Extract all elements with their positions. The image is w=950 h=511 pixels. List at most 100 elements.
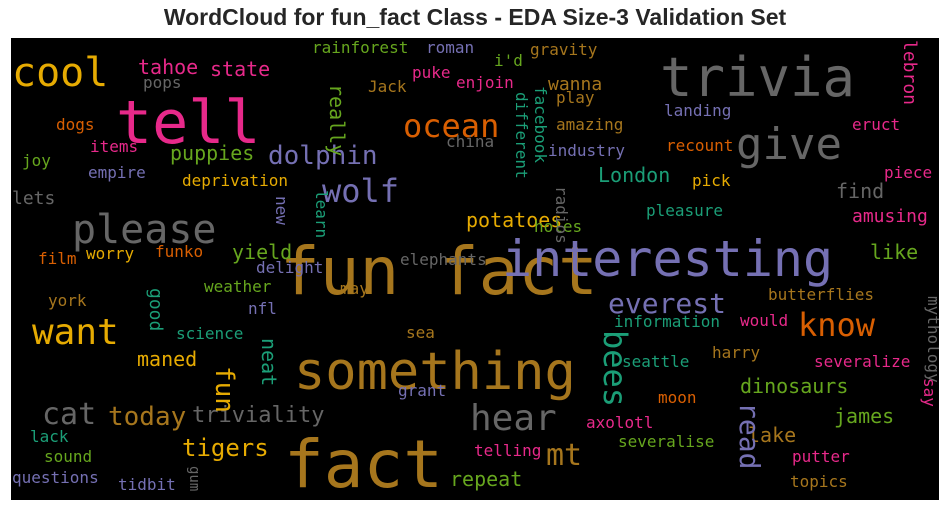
word-cool: cool: [12, 50, 108, 96]
word-lake: lake: [748, 423, 796, 447]
word-lebron: lebron: [899, 40, 920, 105]
word-dogs: dogs: [56, 115, 95, 134]
word-fun: fun: [209, 366, 239, 413]
word-wolf: wolf: [322, 172, 399, 210]
word-fact: fact: [284, 426, 443, 500]
word-potatoes: potatoes: [466, 208, 562, 232]
word-facebook: facebook: [531, 86, 550, 163]
word-pleasure: pleasure: [646, 201, 723, 220]
wordcloud-canvas: fun fact fact interesting trivia tell somethi…: [11, 38, 939, 500]
word-empire: empire: [88, 163, 146, 182]
word-deprivation: deprivation: [182, 171, 288, 190]
word-jack: Jack: [368, 77, 407, 96]
word-want: want: [32, 312, 119, 353]
word-new: new: [272, 196, 291, 225]
word-learn: learn: [312, 190, 331, 238]
word-may: may: [340, 279, 369, 298]
word-severalise: severalise: [618, 432, 714, 451]
word-gum: gum: [186, 466, 202, 491]
word-trivia: trivia: [660, 46, 855, 109]
word-lets: lets: [12, 188, 55, 209]
word-putter: putter: [792, 447, 850, 466]
word-severalize: severalize: [814, 352, 910, 371]
word-today: today: [108, 402, 186, 432]
word-mythology: mythology: [924, 296, 939, 383]
word-lack: lack: [30, 427, 69, 446]
word-china: china: [446, 132, 494, 151]
word-i-d: i'd: [494, 51, 523, 70]
word-cat: cat: [42, 397, 96, 432]
word-seattle: seattle: [622, 352, 689, 371]
word-grant: grant: [398, 381, 446, 400]
word-repeat: repeat: [450, 467, 522, 491]
word-landing: landing: [664, 101, 731, 120]
word-find: find: [836, 179, 884, 203]
word-really: really: [325, 84, 349, 156]
word-tidbit: tidbit: [118, 475, 176, 494]
word-holes: holes: [534, 217, 582, 236]
word-interesting: interesting: [502, 230, 833, 288]
word-industry: industry: [548, 141, 625, 160]
word-topics: topics: [790, 472, 848, 491]
word-triviality: triviality: [192, 403, 324, 428]
word-harry: harry: [712, 343, 761, 362]
word-yield: yield: [232, 240, 292, 264]
word-telling: telling: [474, 441, 541, 460]
word-something: something: [294, 342, 576, 402]
word-puppies: puppies: [170, 141, 254, 165]
word-ocean: ocean: [403, 107, 499, 145]
word-please: please: [72, 207, 217, 253]
word-sound: sound: [44, 447, 92, 466]
word-puke: puke: [412, 63, 451, 82]
word-dinosaurs: dinosaurs: [740, 374, 848, 398]
word-know: know: [798, 306, 876, 344]
word-sea: sea: [406, 323, 435, 342]
word-london: London: [598, 163, 670, 187]
word-amusing: amusing: [852, 206, 928, 227]
word-give: give: [736, 119, 842, 170]
wordcloud-background: [11, 38, 939, 500]
word-worry: worry: [86, 244, 135, 263]
word-wanna: wanna: [548, 74, 602, 95]
word-group: fun fact fact interesting trivia tell somethi…: [12, 38, 939, 500]
word-items: items: [90, 137, 138, 156]
word-dolphin: dolphin: [268, 141, 378, 171]
word-information: information: [614, 312, 720, 331]
chart-title: WordCloud for fun_fact Class - EDA Size-…: [163, 4, 787, 30]
word-delight: delight: [256, 258, 323, 277]
word-mt: mt: [546, 438, 582, 473]
word-film: film: [38, 249, 77, 268]
word-enjoin: enjoin: [456, 73, 514, 92]
word-questions: questions: [12, 468, 99, 487]
word-weather: weather: [204, 277, 272, 296]
word-hear: hear: [470, 398, 557, 439]
word-nfl: nfl: [248, 299, 277, 318]
word-elephants: elephants: [400, 250, 487, 269]
word-like: like: [870, 240, 918, 264]
word-play: play: [556, 88, 595, 107]
word-bees: bees: [596, 330, 634, 407]
word-axolotl: axolotl: [586, 413, 653, 432]
word-funko: funko: [155, 242, 203, 261]
word-radios: radios: [552, 186, 571, 244]
word-everest: everest: [608, 287, 726, 320]
word-say: say: [920, 378, 939, 407]
word-moon: moon: [658, 388, 697, 407]
word-good: good: [145, 288, 166, 331]
word-recount: recount: [666, 136, 733, 155]
word-pops: pops: [143, 73, 182, 92]
word-piece: piece: [884, 163, 932, 182]
word-tell: tell: [116, 88, 261, 158]
word-different: different: [512, 92, 531, 179]
word-would: would: [740, 311, 788, 330]
word-pick: pick: [692, 171, 731, 190]
word-amazing: amazing: [556, 115, 623, 134]
word-neat: neat: [257, 338, 281, 386]
word-york: york: [48, 291, 87, 310]
word-state: state: [210, 57, 270, 81]
word-tahoe: tahoe: [138, 55, 198, 79]
word-maned: maned: [137, 347, 197, 371]
word-gravity: gravity: [530, 40, 598, 59]
word-butterflies: butterflies: [768, 285, 874, 304]
word-fun-fact: fun fact: [280, 233, 598, 310]
